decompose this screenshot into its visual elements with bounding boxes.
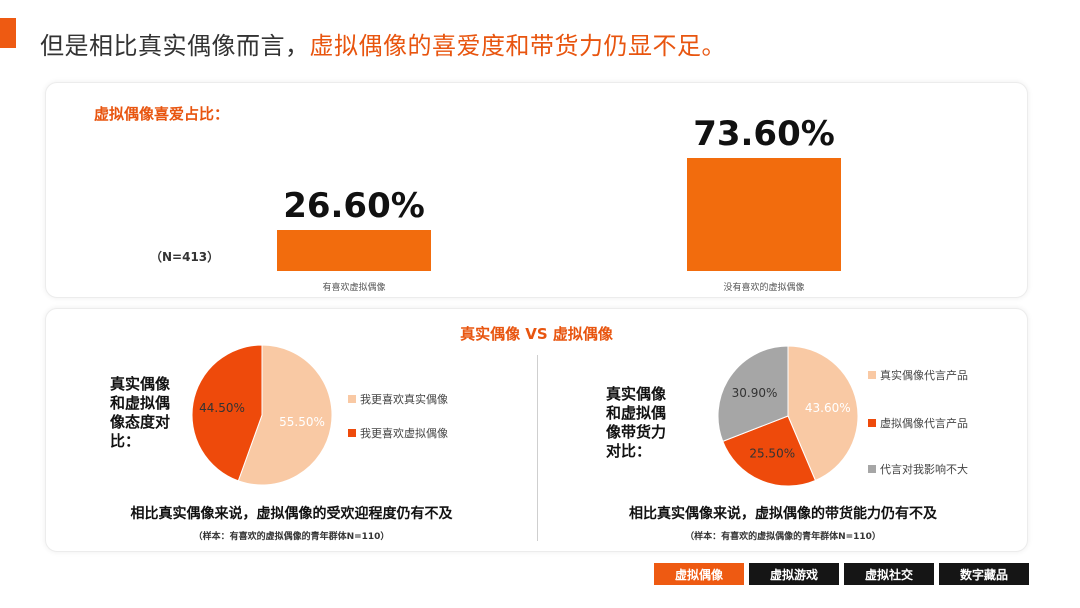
section-nav: 虚拟偶像 虚拟游戏 虚拟社交 数字藏品 xyxy=(654,563,1029,585)
legend-label: 我更喜欢虚拟偶像 xyxy=(360,427,448,440)
nav-tab-virtual-idol[interactable]: 虚拟偶像 xyxy=(654,563,744,585)
left-pie-title-line: 真实偶像 xyxy=(110,375,171,393)
pie-value-label: 43.60% xyxy=(805,401,851,415)
pie-value-label: 30.90% xyxy=(732,386,778,400)
nav-tab-virtual-game[interactable]: 虚拟游戏 xyxy=(749,563,839,585)
nav-tab-label: 虚拟游戏 xyxy=(769,567,818,582)
legend-item: 虚拟偶像代言产品 xyxy=(868,415,968,431)
legend-label: 代言对我影响不大 xyxy=(880,463,968,476)
comparison-title: 真实偶像 VS 虚拟偶像 xyxy=(460,325,613,343)
left-pie-title-line: 比： xyxy=(110,432,141,450)
right-pie-conclusion: 相比真实偶像来说，虚拟偶像的带货能力仍有不及 xyxy=(629,506,937,522)
legend-label: 我更喜欢真实偶像 xyxy=(360,393,448,406)
left-pie-chart: 55.50% 44.50% xyxy=(191,344,333,486)
right-pie-title-line: 对比： xyxy=(606,442,652,460)
pie-value-label: 44.50% xyxy=(199,401,245,415)
right-pie-title-line: 和虚拟偶 xyxy=(606,404,667,422)
legend-swatch xyxy=(868,371,876,379)
legend-swatch xyxy=(348,395,356,403)
nav-tab-label: 虚拟社交 xyxy=(864,567,913,582)
right-pie-title-line: 像带货力 xyxy=(606,423,667,441)
bar-value-label: 26.60% xyxy=(283,186,425,227)
pie-slice xyxy=(787,345,859,482)
right-pie-title: 真实偶像 和虚拟偶 像带货力 对比： xyxy=(606,385,666,461)
legend-label: 虚拟偶像代言产品 xyxy=(880,417,968,430)
right-pie-title-line: 真实偶像 xyxy=(606,385,667,403)
bar-category-label: 没有喜欢的虚拟偶像 xyxy=(723,283,805,293)
right-pie-sample-note: （样本：有喜欢的虚拟偶像的青年群体N=110） xyxy=(685,532,881,542)
pie-comparison-card: 真实偶像 VS 虚拟偶像 真实偶像 和虚拟偶 像态度对 比： 55.50% 44.… xyxy=(45,308,1028,552)
legend-label: 真实偶像代言产品 xyxy=(880,369,968,382)
pie-value-label: 55.50% xyxy=(279,415,325,429)
legend-item: 我更喜欢真实偶像 xyxy=(348,391,448,407)
bar-0 xyxy=(277,230,431,271)
headline-part2: 虚拟偶像的喜爱度和带货力仍显不足。 xyxy=(309,32,726,60)
pie-slice xyxy=(237,344,333,486)
nav-tab-label: 数字藏品 xyxy=(959,567,1008,582)
bar-value-label: 73.60% xyxy=(693,114,835,155)
left-pie-title: 真实偶像 和虚拟偶 像态度对 比： xyxy=(110,375,170,451)
left-pie-title-line: 像态度对 xyxy=(110,413,171,431)
legend-item: 代言对我影响不大 xyxy=(868,461,968,477)
page-headline: 但是相比真实偶像而言，虚拟偶像的喜爱度和带货力仍显不足。 xyxy=(40,26,726,61)
nav-tab-virtual-social[interactable]: 虚拟社交 xyxy=(844,563,934,585)
nav-tab-digital-collectibles[interactable]: 数字藏品 xyxy=(939,563,1029,585)
bar-chart-card: 虚拟偶像喜爱占比： （N=413） 26.60% 有喜欢虚拟偶像 73.60% 没有喜… xyxy=(45,82,1028,298)
legend-item: 我更喜欢虚拟偶像 xyxy=(348,425,448,441)
left-pie-conclusion: 相比真实偶像来说，虚拟偶像的受欢迎程度仍有不及 xyxy=(130,506,453,522)
pie-slice xyxy=(191,344,263,482)
left-pie-title-line: 和虚拟偶 xyxy=(110,394,171,412)
legend-item: 真实偶像代言产品 xyxy=(868,367,968,383)
bar-category-label: 有喜欢虚拟偶像 xyxy=(322,283,386,293)
legend-swatch xyxy=(348,429,356,437)
right-pie-chart: 43.60% 25.50% 30.90% xyxy=(717,345,859,487)
nav-tab-label: 虚拟偶像 xyxy=(674,567,723,582)
bar-chart-title: 虚拟偶像喜爱占比： xyxy=(94,105,230,123)
headline-part1: 但是相比真实偶像而言， xyxy=(40,32,310,60)
legend-swatch xyxy=(868,419,876,427)
legend-swatch xyxy=(868,465,876,473)
pie-slice xyxy=(722,415,817,487)
pie-slice xyxy=(717,345,789,443)
left-pie-sample-note: （样本：有喜欢的虚拟偶像的青年群体N=110） xyxy=(193,532,390,542)
card-divider xyxy=(537,355,538,541)
bar-1 xyxy=(687,158,841,271)
accent-bar xyxy=(0,18,16,48)
bar-chart-sample: （N=413） xyxy=(150,250,220,264)
pie-value-label: 25.50% xyxy=(749,446,795,460)
